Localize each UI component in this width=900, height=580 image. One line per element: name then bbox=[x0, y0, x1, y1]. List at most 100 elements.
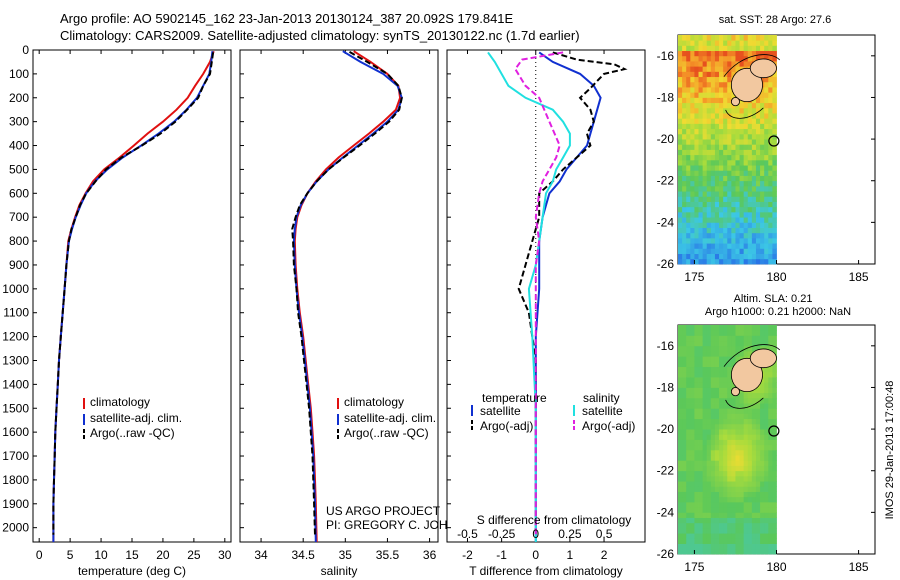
heatmap-cell bbox=[719, 227, 724, 234]
heatmap-cell bbox=[690, 434, 695, 440]
heatmap-cell bbox=[710, 429, 716, 435]
heatmap-cell bbox=[678, 149, 683, 156]
heatmap-cell bbox=[731, 356, 736, 362]
heatmap-cell bbox=[755, 248, 761, 254]
heatmap-cell bbox=[702, 227, 708, 234]
heatmap-cell bbox=[702, 387, 708, 394]
heatmap-cell bbox=[764, 548, 769, 555]
heatmap-cell bbox=[760, 491, 765, 498]
heatmap-cell bbox=[751, 325, 757, 331]
heatmap-cell bbox=[678, 175, 683, 182]
heatmap-cell bbox=[686, 50, 691, 57]
temperature-xlabel: temperature (deg C) bbox=[78, 564, 186, 578]
heatmap-cell bbox=[735, 180, 740, 187]
heatmap-cell bbox=[702, 170, 708, 176]
heatmap-cell bbox=[710, 475, 716, 482]
heatmap-cell bbox=[727, 55, 732, 62]
heatmap-cell bbox=[706, 351, 712, 357]
heatmap-cell bbox=[690, 222, 695, 228]
heatmap-cell bbox=[755, 548, 761, 555]
heatmap-cell bbox=[714, 258, 720, 265]
heatmap-cell bbox=[686, 201, 691, 208]
heatmap-cell bbox=[694, 382, 699, 388]
heatmap-cell bbox=[768, 258, 773, 265]
heatmap-cell bbox=[723, 512, 728, 518]
heatmap-cell bbox=[686, 543, 691, 550]
heatmap-cell bbox=[694, 180, 699, 187]
heatmap-cell bbox=[698, 392, 704, 399]
heatmap-cell bbox=[764, 139, 769, 145]
heatmap-cell bbox=[682, 449, 687, 456]
heatmap-cell bbox=[702, 149, 708, 156]
heatmap-cell bbox=[743, 413, 749, 420]
heatmap-cell bbox=[747, 50, 753, 57]
heatmap-cell bbox=[710, 175, 716, 182]
heatmap-cell bbox=[723, 434, 728, 440]
heatmap-cell bbox=[727, 465, 732, 472]
heatmap-cell bbox=[739, 232, 745, 239]
heatmap-cell bbox=[714, 222, 720, 228]
heatmap-cell bbox=[719, 170, 724, 176]
heatmap-cell bbox=[702, 232, 708, 239]
heatmap-cell bbox=[772, 345, 777, 352]
heatmap-cell bbox=[731, 113, 736, 119]
heatmap-cell bbox=[772, 377, 777, 383]
heatmap-cell bbox=[698, 382, 704, 388]
heatmap-cell bbox=[751, 455, 757, 461]
y-tick-label: 2000 bbox=[2, 521, 29, 535]
heatmap-cell bbox=[690, 144, 695, 150]
heatmap-cell bbox=[714, 55, 720, 62]
heatmap-cell bbox=[731, 496, 736, 503]
heatmap-cell bbox=[723, 201, 728, 208]
heatmap-cell bbox=[710, 180, 716, 187]
heatmap-cell bbox=[764, 222, 769, 228]
heatmap-cell bbox=[710, 196, 716, 202]
heatmap-cell bbox=[678, 491, 683, 498]
heatmap-cell bbox=[686, 481, 691, 487]
heatmap-cell bbox=[751, 517, 757, 524]
heatmap-cell bbox=[710, 248, 716, 254]
heatmap-cell bbox=[698, 501, 704, 508]
heatmap-cell bbox=[747, 403, 753, 409]
heatmap-cell bbox=[747, 123, 753, 130]
heatmap-cell bbox=[686, 81, 691, 88]
heatmap-cell bbox=[694, 408, 699, 414]
heatmap-cell bbox=[719, 35, 724, 41]
heatmap-cell bbox=[686, 35, 691, 41]
heatmap-cell bbox=[714, 345, 720, 352]
legend-label-s-satellite: satellite bbox=[582, 404, 623, 418]
heatmap-cell bbox=[723, 351, 728, 357]
heatmap-cell bbox=[714, 175, 720, 182]
heatmap-cell bbox=[764, 175, 769, 182]
heatmap-cell bbox=[698, 165, 704, 171]
heatmap-cell bbox=[710, 465, 716, 472]
heatmap-cell bbox=[723, 128, 728, 135]
heatmap-cell bbox=[682, 533, 687, 539]
heatmap-cell bbox=[706, 397, 712, 404]
y-tick-label: -26 bbox=[657, 257, 675, 271]
x-tick-label: 175 bbox=[684, 270, 704, 284]
heatmap-cell bbox=[772, 196, 777, 202]
heatmap-cell bbox=[731, 50, 736, 57]
heatmap-cell bbox=[731, 40, 736, 46]
heatmap-cell bbox=[714, 455, 720, 461]
heatmap-cell bbox=[739, 102, 745, 109]
heatmap-cell bbox=[727, 449, 732, 456]
heatmap-cell bbox=[686, 118, 691, 124]
heatmap-cell bbox=[723, 175, 728, 182]
heatmap-cell bbox=[755, 455, 761, 461]
heatmap-cell bbox=[760, 133, 765, 140]
heatmap-cell bbox=[682, 133, 687, 140]
heatmap-cell bbox=[702, 243, 708, 249]
heatmap-cell bbox=[764, 444, 769, 451]
heatmap-cell bbox=[743, 206, 749, 213]
heatmap-cell bbox=[760, 397, 765, 404]
heatmap-cell bbox=[739, 144, 745, 150]
heatmap-cell bbox=[735, 491, 740, 498]
x-tick-label: 175 bbox=[684, 560, 704, 574]
heatmap-cell bbox=[719, 61, 724, 67]
heatmap-cell bbox=[719, 196, 724, 202]
heatmap-cell bbox=[719, 211, 724, 218]
heatmap-cell bbox=[682, 538, 687, 544]
heatmap-cell bbox=[743, 144, 749, 150]
